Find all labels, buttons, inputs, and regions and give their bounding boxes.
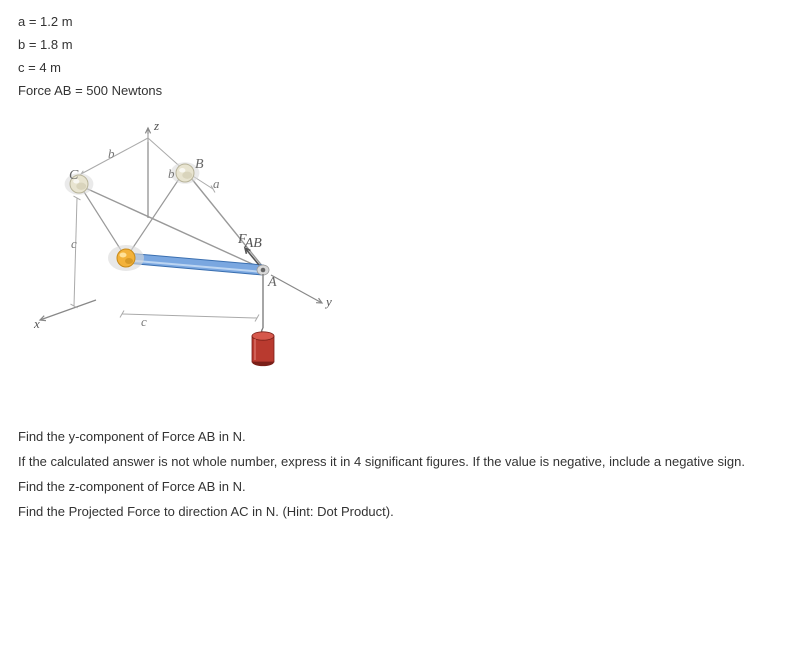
svg-text:FAB: FAB xyxy=(237,232,262,251)
svg-text:y: y xyxy=(324,294,332,309)
svg-text:A: A xyxy=(267,275,277,290)
svg-text:c: c xyxy=(141,314,147,329)
instruction-sigfig: If the calculated answer is not whole nu… xyxy=(18,454,790,469)
diagram: z x y B C Ab b a c c FAB xyxy=(18,108,790,411)
param-a: a = 1.2 m xyxy=(18,14,790,29)
svg-text:C: C xyxy=(69,168,79,183)
svg-text:c: c xyxy=(71,236,77,251)
svg-text:b: b xyxy=(168,166,175,181)
svg-text:b: b xyxy=(108,146,115,161)
question-projected-force: Find the Projected Force to direction AC… xyxy=(18,504,790,519)
question-y-component: Find the y-component of Force AB in N. xyxy=(18,429,790,444)
param-force: Force AB = 500 Newtons xyxy=(18,83,790,98)
svg-text:B: B xyxy=(195,157,204,172)
svg-text:x: x xyxy=(33,316,40,331)
svg-text:z: z xyxy=(153,118,159,133)
question-z-component: Find the z-component of Force AB in N. xyxy=(18,479,790,494)
param-c: c = 4 m xyxy=(18,60,790,75)
param-b: b = 1.8 m xyxy=(18,37,790,52)
svg-text:a: a xyxy=(213,176,220,191)
